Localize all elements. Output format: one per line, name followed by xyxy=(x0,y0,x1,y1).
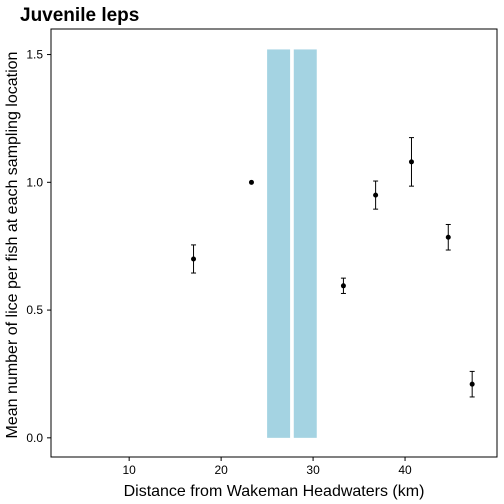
x-tick-label-2: 20 xyxy=(214,463,228,477)
shaded-bands xyxy=(267,49,317,438)
y-axis-ticks: 0.0 0.5 1.0 1.5 xyxy=(26,48,51,445)
data-point-7 xyxy=(469,381,475,387)
data-point-1 xyxy=(191,256,197,262)
x-tick-label-4: 40 xyxy=(398,463,412,477)
data-point-6 xyxy=(445,234,451,240)
data-point-5 xyxy=(408,159,414,165)
y-tick-label-2: 0.5 xyxy=(26,303,43,317)
y-axis-label: Mean number of lice per fish at each sam… xyxy=(4,52,21,439)
error-bars xyxy=(191,137,475,398)
x-axis-ticks: 10 20 30 40 xyxy=(122,457,412,477)
x-tick-label-1: 10 xyxy=(122,463,136,477)
data-point-2 xyxy=(248,179,254,185)
y-tick-label-3: 1.0 xyxy=(26,175,43,189)
y-tick-label-1: 0.0 xyxy=(26,431,43,445)
y-tick-label-4: 1.5 xyxy=(26,48,43,62)
chart-title: Juvenile leps xyxy=(20,5,139,26)
shaded-band-2 xyxy=(293,49,317,438)
data-points xyxy=(191,159,475,387)
shaded-band-1 xyxy=(267,49,291,438)
x-tick-label-3: 30 xyxy=(306,463,320,477)
data-point-4 xyxy=(373,192,379,198)
data-point-3 xyxy=(340,283,346,289)
plot-frame xyxy=(50,28,498,458)
x-axis-label: Distance from Wakeman Headwaters (km) xyxy=(124,483,425,500)
